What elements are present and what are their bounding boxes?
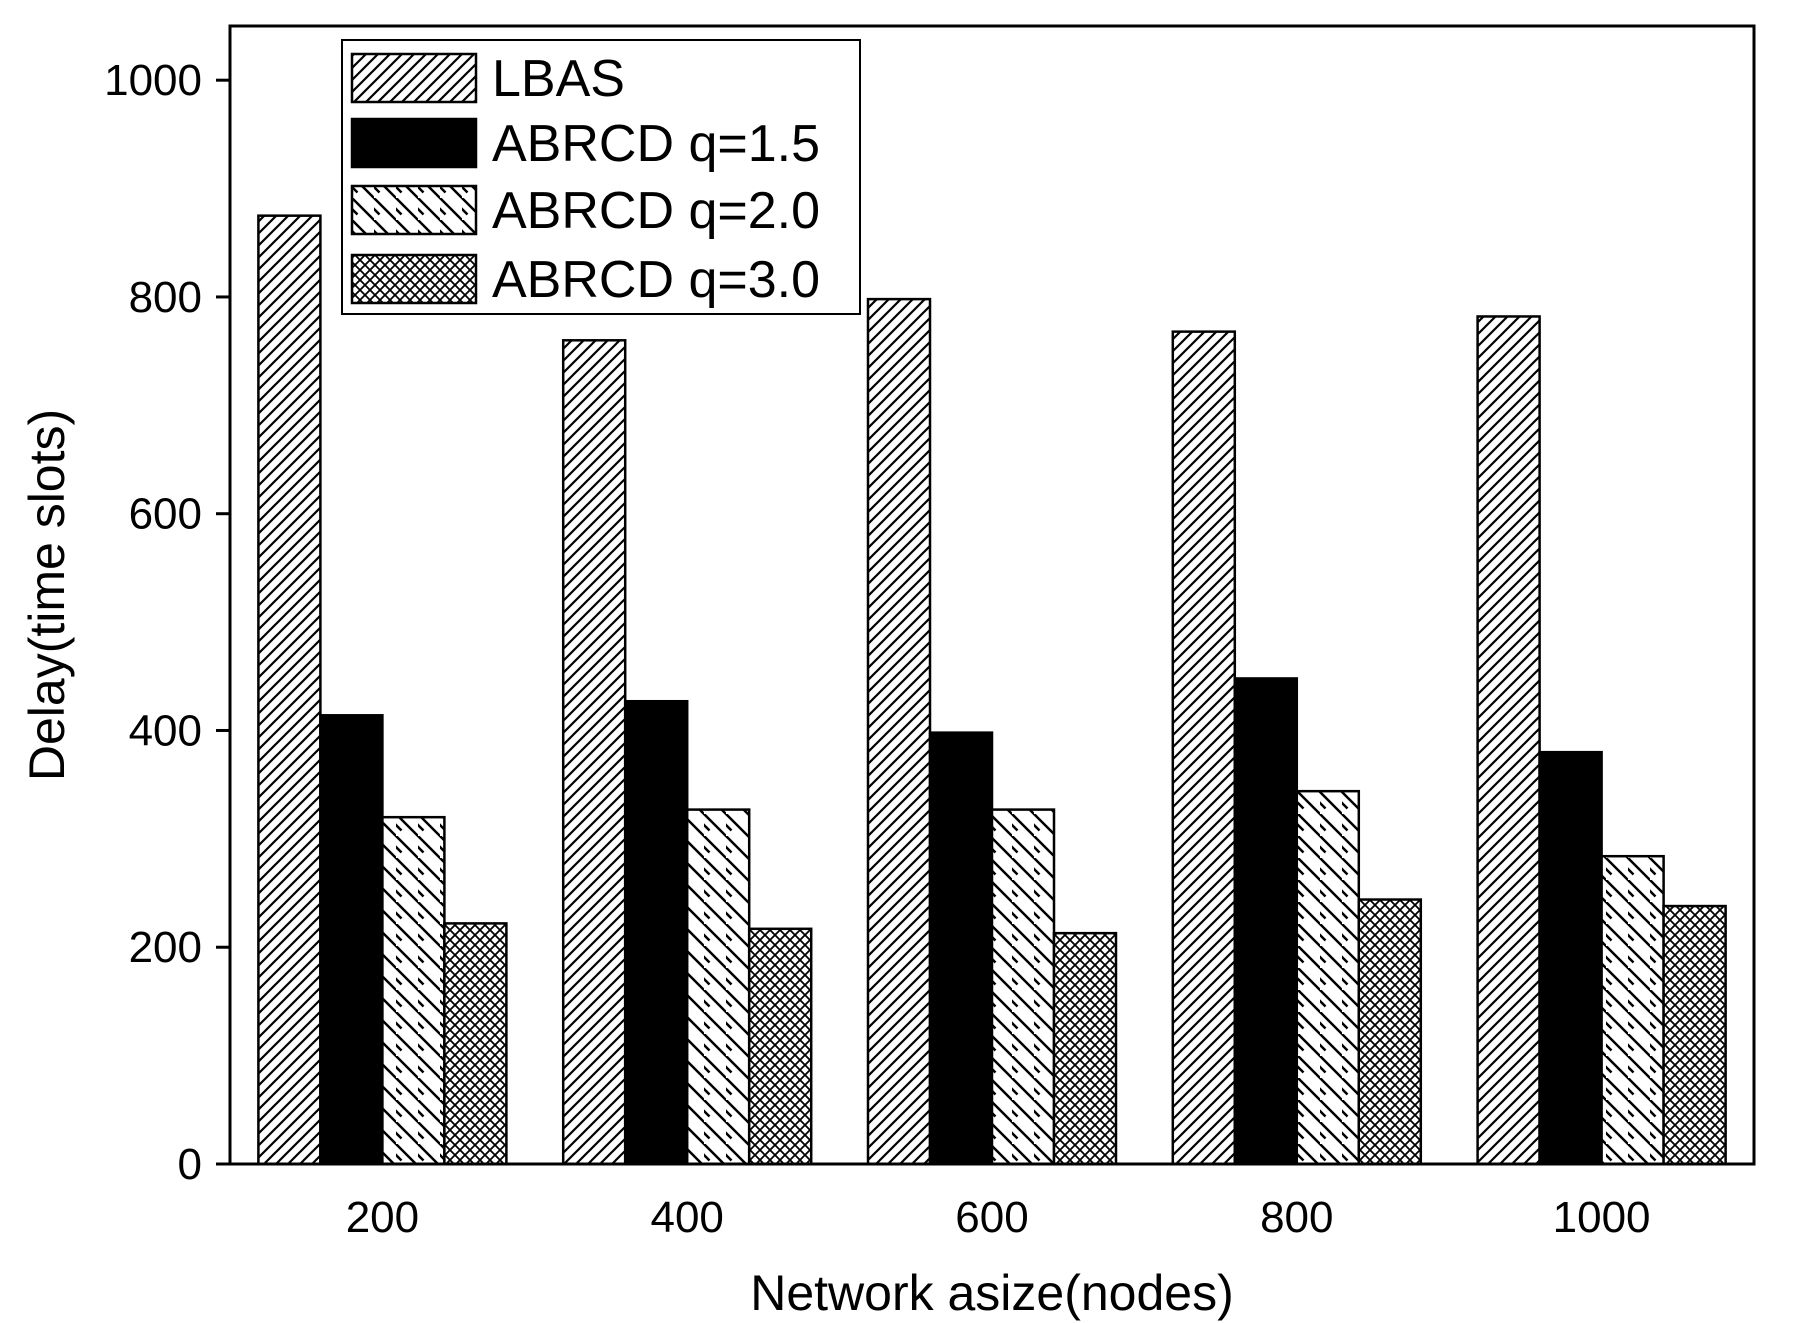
x-axis: 200 400 600 800 1000 — [346, 1193, 1651, 1242]
y-tick-label: 600 — [129, 490, 202, 539]
y-tick-label: 0 — [178, 1140, 202, 1189]
bar-abrcd-q-2-0-1000 — [1600, 854, 1665, 1166]
bar-lbas-800 — [1171, 330, 1237, 1166]
y-tick-label: 1000 — [104, 56, 202, 105]
legend-label: ABRCD q=2.0 — [492, 182, 820, 240]
y-tick-label: 800 — [129, 273, 202, 322]
bar-abrcd-q-2-0-200 — [381, 815, 446, 1166]
bar-lbas-200 — [257, 214, 322, 1166]
bar-lbas-1000 — [1476, 315, 1541, 1166]
bar-abrcd-q-3-0-800 — [1357, 898, 1423, 1166]
legend-label: LBAS — [492, 50, 625, 108]
bar-abrcd-q-1-5-600 — [928, 731, 994, 1166]
y-tick-label: 400 — [129, 706, 202, 755]
bar-abrcd-q-3-0-400 — [747, 927, 813, 1166]
bar-lbas-600 — [866, 297, 932, 1166]
bar-abrcd-q-2-0-600 — [990, 808, 1056, 1166]
bar-abrcd-q-2-0-800 — [1295, 789, 1361, 1166]
y-axis-title: Delay(time slots) — [19, 409, 75, 781]
bar-abrcd-q-3-0-200 — [443, 922, 508, 1166]
legend-label: ABRCD q=1.5 — [492, 115, 820, 173]
plot-area-frame — [228, 24, 1756, 1166]
x-axis-title: Network asize(nodes) — [750, 1265, 1234, 1321]
legend-swatch — [350, 117, 478, 169]
x-tick-label: 800 — [1260, 1193, 1333, 1242]
y-axis: 0 200 400 600 800 1000 — [104, 56, 230, 1189]
bar-lbas-400 — [561, 339, 627, 1166]
bar-abrcd-q-1-5-400 — [623, 699, 689, 1166]
legend: LBAS ABRCD q=1.5 ABRCD q=2.0 ABRCD q=3.0 — [341, 39, 861, 315]
bar-abrcd-q-1-5-1000 — [1538, 750, 1603, 1166]
y-tick-label: 200 — [129, 923, 202, 972]
bars-layer — [257, 214, 1727, 1166]
bar-abrcd-q-3-0-600 — [1052, 931, 1118, 1166]
x-tick-label: 1000 — [1553, 1193, 1651, 1242]
bar-abrcd-q-2-0-400 — [685, 808, 751, 1166]
x-tick-label: 200 — [346, 1193, 419, 1242]
bar-abrcd-q-3-0-1000 — [1662, 904, 1727, 1166]
legend-label: ABRCD q=3.0 — [492, 251, 820, 309]
legend-swatch — [350, 253, 478, 305]
bar-abrcd-q-1-5-800 — [1233, 677, 1299, 1166]
x-tick-label: 600 — [955, 1193, 1028, 1242]
legend-swatch — [350, 184, 478, 236]
bar-abrcd-q-1-5-200 — [319, 714, 384, 1166]
x-tick-label: 400 — [650, 1193, 723, 1242]
legend-swatch — [350, 52, 478, 104]
